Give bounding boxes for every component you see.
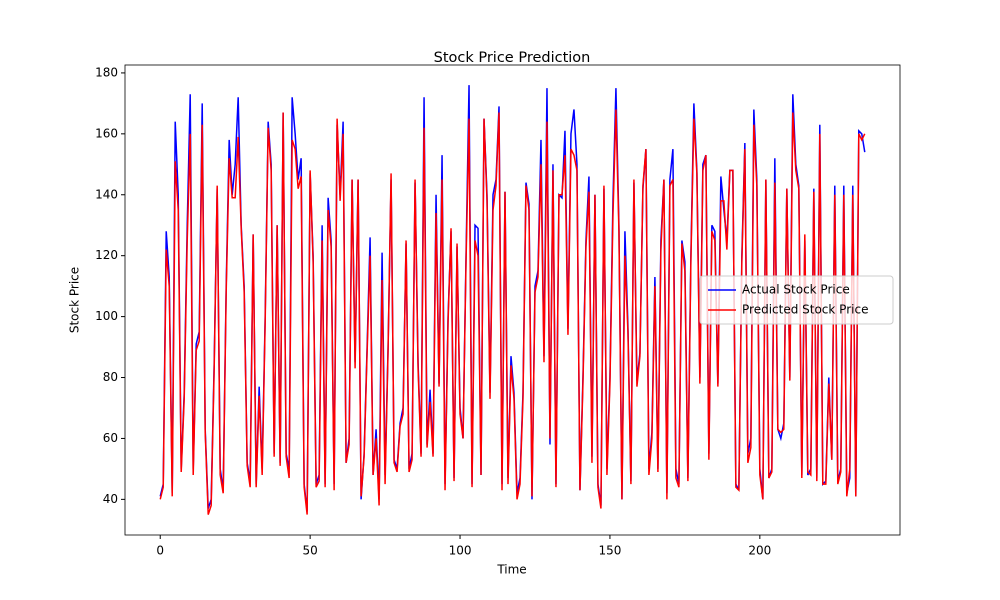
y-tick-label: 60 (103, 431, 118, 445)
x-tick-label: 200 (748, 544, 771, 558)
y-axis-label: Stock Price (68, 267, 82, 333)
legend-label: Predicted Stock Price (742, 303, 868, 317)
x-tick-label: 0 (156, 544, 164, 558)
y-tick-label: 80 (103, 370, 118, 384)
y-tick-label: 100 (95, 309, 118, 323)
x-tick-label: 150 (598, 544, 621, 558)
plot-frame (124, 64, 901, 536)
legend: Actual Stock Price Predicted Stock Price (699, 275, 894, 325)
x-tick-label: 100 (449, 544, 472, 558)
y-tick-label: 160 (95, 126, 118, 140)
y-tick-label: 140 (95, 187, 118, 201)
y-tick-label: 180 (95, 65, 118, 79)
x-tick-label: 50 (302, 544, 317, 558)
y-tick-label: 120 (95, 248, 118, 262)
data-line (159, 109, 866, 515)
chart-title: Stock Price Prediction (434, 50, 591, 66)
x-axis-label: Time (496, 563, 526, 577)
legend-label: Actual Stock Price (742, 283, 850, 297)
legend-box (699, 275, 894, 325)
y-tick-label: 40 (103, 492, 118, 506)
